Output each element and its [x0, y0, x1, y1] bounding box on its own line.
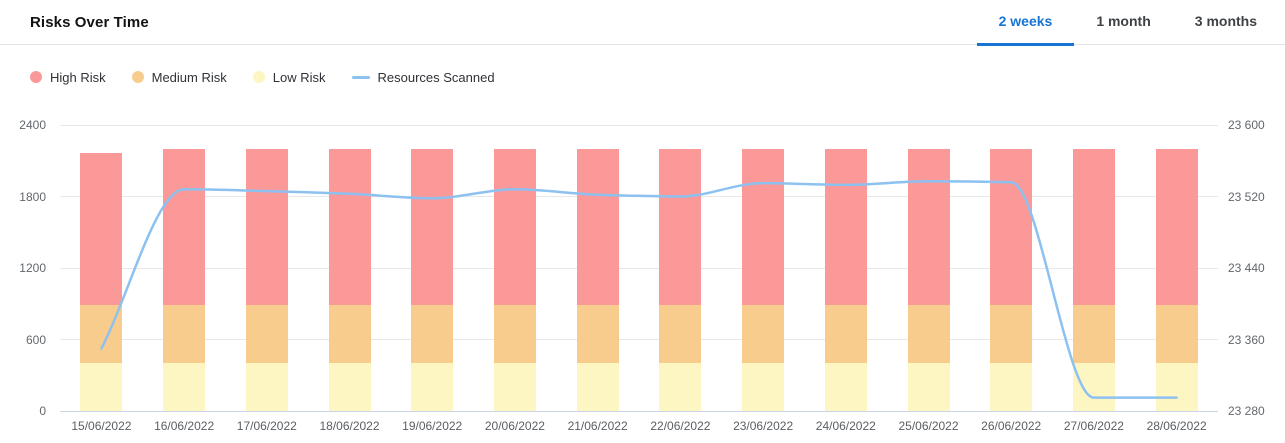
legend-item-resources-scanned[interactable]: Resources Scanned: [351, 70, 495, 85]
bar-segment-high-risk: [245, 148, 288, 305]
x-axis-label: 22/06/2022: [650, 419, 711, 433]
bar-segment-low-risk: [163, 363, 206, 411]
bar-segment-low-risk: [80, 363, 123, 411]
y-axis-label-left: 600: [25, 332, 46, 347]
bar-segment-medium-risk: [990, 304, 1033, 364]
bar-segment-low-risk: [493, 363, 536, 411]
bar-segment-low-risk: [576, 363, 619, 411]
bar-segment-medium-risk: [824, 304, 867, 364]
x-axis-label: 21/06/2022: [567, 419, 628, 433]
bar-segment-medium-risk: [659, 304, 702, 364]
widget-header: Risks Over Time 2 weeks 1 month 3 months: [0, 0, 1285, 46]
x-axis-label: 15/06/2022: [71, 419, 132, 433]
tab-3-months[interactable]: 3 months: [1194, 13, 1257, 29]
bar-segment-low-risk: [1072, 363, 1115, 411]
bar-segment-high-risk: [990, 148, 1033, 305]
y-axis-label-right: 23 600: [1228, 118, 1265, 132]
bar-segment-medium-risk: [493, 304, 536, 364]
resources-scanned-line: [100, 180, 1178, 399]
bar-segment-low-risk: [411, 363, 454, 411]
x-axis-label: 19/06/2022: [402, 419, 463, 433]
legend-item-low-risk[interactable]: Low Risk: [252, 70, 326, 85]
bar-segment-low-risk: [990, 363, 1033, 411]
bar-segment-high-risk: [824, 148, 867, 305]
tab-1-month[interactable]: 1 month: [1096, 13, 1151, 29]
bar-segment-high-risk: [576, 148, 619, 305]
bar-segment-low-risk: [742, 363, 785, 411]
x-axis-label: 24/06/2022: [815, 419, 876, 433]
bar-segment-low-risk: [907, 363, 950, 411]
bar-segment-low-risk: [245, 363, 288, 411]
x-axis-label: 27/06/2022: [1063, 419, 1124, 433]
bar-segment-high-risk: [742, 148, 785, 305]
x-axis-line: [60, 411, 1218, 412]
y-axis-label-right: 23 280: [1228, 404, 1265, 418]
bar-segment-medium-risk: [328, 304, 371, 364]
x-axis-label: 18/06/2022: [319, 419, 380, 433]
bar-segment-low-risk: [659, 363, 702, 411]
bar-segment-high-risk: [659, 148, 702, 305]
y-axis-label-right: 23 440: [1228, 261, 1265, 275]
x-axis-label: 25/06/2022: [898, 419, 959, 433]
y-axis-label-right: 23 360: [1228, 332, 1265, 347]
gridline: [60, 339, 1218, 340]
medium-risk-dot-icon: [131, 71, 144, 83]
bar-segment-medium-risk: [163, 304, 206, 364]
x-axis-label: 23/06/2022: [733, 419, 794, 433]
bar-segment-high-risk: [493, 148, 536, 305]
low-risk-dot-icon: [252, 71, 265, 83]
bar-segment-high-risk: [411, 148, 454, 305]
bar-segment-high-risk: [328, 148, 371, 305]
gridline: [60, 268, 1218, 269]
y-axis-label-right: 23 520: [1228, 189, 1265, 204]
bar-segment-low-risk: [328, 363, 371, 411]
bar-segment-medium-risk: [411, 304, 454, 364]
y-axis-label-left: 0: [39, 404, 46, 418]
bar-segment-high-risk: [80, 153, 123, 305]
page-title: Risks Over Time: [30, 13, 149, 31]
y-axis-label-left: 1200: [19, 261, 46, 275]
bar-segment-medium-risk: [1072, 304, 1115, 364]
bar-segment-medium-risk: [245, 304, 288, 364]
bar-segment-low-risk: [1155, 363, 1198, 411]
bar-segment-high-risk: [1072, 148, 1115, 305]
time-range-tabs: 2 weeks 1 month 3 months: [976, 0, 1285, 46]
bar-segment-medium-risk: [576, 304, 619, 364]
bar-segment-high-risk: [907, 148, 950, 305]
gridline: [60, 196, 1218, 197]
x-axis-label: 26/06/2022: [981, 419, 1042, 433]
high-risk-dot-icon: [30, 71, 42, 83]
y-axis-label-left: 1800: [19, 189, 46, 204]
chart-legend: High Risk Medium Risk Low Risk Resources…: [30, 68, 495, 86]
bar-segment-medium-risk: [742, 304, 785, 364]
x-axis-label: 17/06/2022: [236, 419, 297, 433]
bar-segment-high-risk: [1155, 148, 1198, 305]
bar-segment-medium-risk: [907, 304, 950, 364]
tab-2-weeks[interactable]: 2 weeks: [976, 0, 1075, 46]
bar-segment-low-risk: [824, 363, 867, 411]
x-axis-label: 20/06/2022: [484, 419, 545, 433]
x-axis-label: 16/06/2022: [154, 419, 215, 433]
legend-item-high-risk[interactable]: High Risk: [30, 70, 106, 85]
bar-segment-medium-risk: [1155, 304, 1198, 364]
legend-item-medium-risk[interactable]: Medium Risk: [131, 70, 227, 85]
gridline: [60, 125, 1218, 126]
x-axis-label: 28/06/2022: [1146, 419, 1207, 433]
line-series-icon: [351, 75, 370, 79]
y-axis-label-left: 2400: [19, 118, 46, 132]
bar-segment-high-risk: [163, 148, 206, 305]
bar-segment-medium-risk: [80, 304, 123, 364]
